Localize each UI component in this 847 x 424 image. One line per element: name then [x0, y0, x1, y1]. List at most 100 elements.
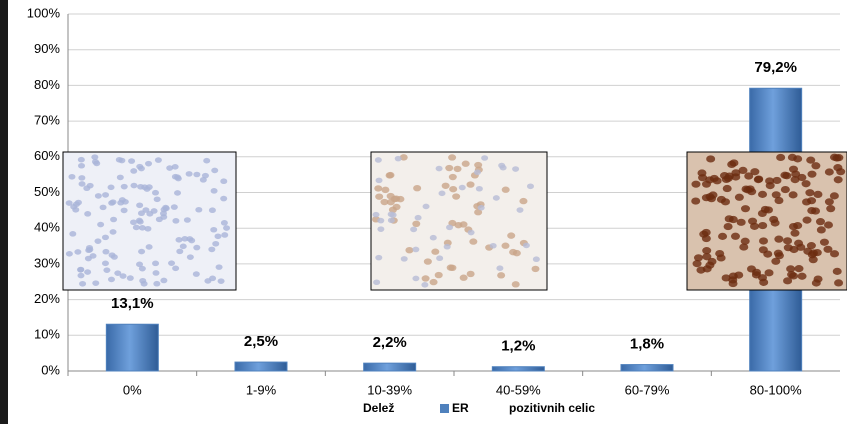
cell — [162, 205, 169, 211]
cell — [794, 265, 803, 272]
cell — [138, 249, 145, 255]
y-tick-label: 20% — [34, 291, 60, 306]
cell — [223, 225, 230, 231]
cell — [729, 280, 738, 287]
x-tick-label: 1-9% — [246, 382, 277, 397]
cell — [95, 193, 102, 199]
cell — [152, 190, 159, 196]
cell — [769, 216, 778, 223]
cell — [109, 252, 116, 258]
cell — [691, 181, 700, 188]
cell — [781, 186, 790, 193]
cell — [77, 273, 84, 279]
cell — [375, 157, 382, 163]
cell — [74, 249, 81, 255]
cell — [723, 185, 732, 192]
cell — [127, 275, 134, 281]
cell — [449, 186, 457, 192]
cell — [834, 279, 843, 286]
cell — [381, 187, 389, 193]
cell — [186, 171, 193, 177]
cell — [175, 176, 182, 182]
cell — [805, 189, 814, 196]
cell — [103, 267, 110, 273]
cell — [200, 177, 207, 183]
cell — [502, 187, 510, 193]
cell — [139, 266, 146, 272]
cell — [481, 155, 488, 161]
cell — [761, 206, 770, 213]
cell — [758, 191, 767, 198]
legend-label: ER — [452, 401, 469, 415]
cell — [776, 154, 785, 161]
cell — [373, 212, 380, 218]
cell — [221, 232, 228, 238]
x-tick-label: 60-79% — [625, 382, 670, 397]
cell — [462, 161, 470, 167]
cell — [478, 205, 485, 211]
cell — [474, 162, 482, 168]
cell — [737, 219, 746, 226]
value-label: 2,2% — [373, 334, 407, 351]
cell — [513, 250, 521, 256]
cell — [153, 270, 160, 276]
bar — [106, 324, 158, 371]
cell — [789, 246, 798, 253]
cell — [193, 271, 200, 277]
cell — [814, 275, 823, 282]
cell — [110, 217, 117, 223]
cell — [452, 193, 460, 199]
cell — [221, 220, 228, 226]
cell — [413, 185, 421, 191]
cell — [774, 250, 783, 257]
cell — [759, 237, 768, 244]
bar — [621, 365, 673, 371]
cell — [172, 266, 179, 272]
value-label: 13,1% — [111, 295, 154, 312]
cell — [391, 196, 399, 202]
cell — [108, 277, 115, 283]
cell — [806, 157, 815, 164]
cell — [374, 185, 382, 191]
y-tick-label: 0% — [41, 362, 60, 377]
cell — [500, 165, 507, 171]
micrograph-negative — [63, 152, 236, 290]
cell — [78, 157, 85, 163]
cell — [69, 231, 76, 237]
cell — [474, 169, 481, 175]
cell — [702, 194, 711, 201]
cell — [85, 256, 92, 262]
y-tick-label: 70% — [34, 113, 60, 128]
cell — [68, 174, 75, 180]
cell — [424, 258, 432, 264]
cell — [533, 256, 540, 262]
cell — [86, 245, 93, 251]
cell — [102, 192, 109, 198]
cell — [203, 158, 210, 164]
cell — [693, 260, 702, 267]
y-tick-label: 30% — [34, 255, 60, 270]
cell — [78, 175, 85, 181]
cell — [830, 192, 839, 199]
cell — [833, 164, 842, 171]
cell — [377, 218, 384, 224]
cell — [79, 181, 86, 187]
cell — [765, 269, 774, 276]
y-tick-label: 10% — [34, 327, 60, 342]
cell — [155, 157, 162, 163]
cell — [388, 211, 395, 217]
cell — [750, 223, 759, 230]
cell — [817, 226, 826, 233]
cell — [195, 207, 202, 213]
cell — [373, 279, 380, 285]
cell — [144, 186, 151, 192]
cell — [412, 247, 419, 253]
cell — [703, 265, 712, 272]
y-tick-label: 80% — [34, 77, 60, 92]
cell — [718, 233, 727, 240]
cell — [421, 282, 428, 288]
cell — [467, 181, 475, 187]
value-label: 2,5% — [244, 333, 278, 350]
x-axis-label: Delež — [363, 401, 394, 415]
cell — [410, 227, 417, 233]
